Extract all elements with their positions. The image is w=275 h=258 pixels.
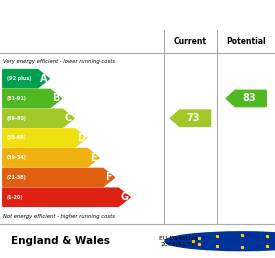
Polygon shape [3, 129, 87, 147]
Text: (39-54): (39-54) [7, 155, 27, 160]
Polygon shape [3, 70, 49, 88]
Text: 73: 73 [186, 113, 200, 123]
Text: A: A [40, 74, 47, 84]
Text: B: B [52, 93, 60, 103]
Text: EU Directive
2002/91/EC: EU Directive 2002/91/EC [160, 236, 198, 247]
Text: Very energy efficient - lower running costs: Very energy efficient - lower running co… [3, 59, 115, 64]
Polygon shape [3, 109, 74, 127]
Text: (21-38): (21-38) [7, 175, 27, 180]
Polygon shape [226, 90, 266, 107]
Text: D: D [77, 133, 85, 143]
Text: England & Wales: England & Wales [11, 236, 110, 246]
Polygon shape [3, 149, 99, 167]
Circle shape [165, 232, 275, 251]
Text: Current: Current [174, 37, 207, 46]
Text: G: G [120, 192, 128, 202]
Text: 83: 83 [242, 93, 256, 103]
Text: (1-20): (1-20) [7, 195, 23, 200]
Text: Not energy efficient - higher running costs: Not energy efficient - higher running co… [3, 214, 115, 219]
Text: (92 plus): (92 plus) [7, 76, 31, 81]
Text: Energy Efficiency Rating: Energy Efficiency Rating [52, 8, 223, 21]
Text: (55-68): (55-68) [7, 135, 27, 140]
Text: F: F [106, 173, 112, 182]
Text: (69-80): (69-80) [7, 116, 27, 121]
Text: C: C [65, 113, 72, 123]
Polygon shape [3, 168, 115, 187]
Polygon shape [3, 89, 62, 108]
Polygon shape [3, 188, 130, 206]
Text: Potential: Potential [226, 37, 266, 46]
Text: E: E [90, 153, 97, 163]
Polygon shape [170, 110, 211, 126]
Text: (81-91): (81-91) [7, 96, 27, 101]
